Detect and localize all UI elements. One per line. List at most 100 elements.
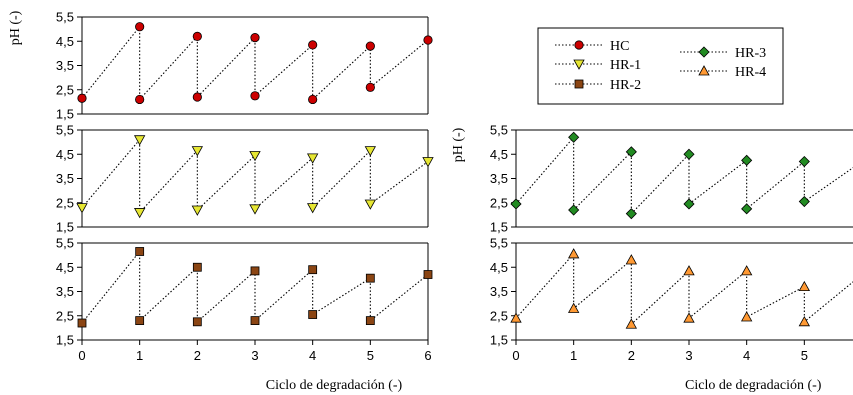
data-point (135, 22, 145, 32)
ytick-label: 4,5 (490, 260, 508, 275)
legend-marker (698, 65, 710, 76)
ytick-label: 1,5 (490, 333, 508, 348)
data-point (364, 199, 377, 210)
data-point (250, 266, 260, 276)
data-point (510, 312, 522, 323)
ytick-label: 5,5 (490, 123, 508, 138)
ytick-label: 2,5 (56, 195, 74, 210)
data-point (308, 265, 318, 275)
data-point (192, 317, 202, 327)
legend-label: HR-2 (610, 78, 641, 93)
legend-entry-HR-4: HR-4 (680, 65, 766, 80)
panel-4: 1,5 2,5 3,5 4,5 5,5 (490, 123, 853, 235)
data-point (308, 40, 318, 50)
data-point (422, 157, 434, 168)
data-point (249, 204, 261, 215)
ytick-label: 5,5 (490, 236, 508, 251)
xtick-label: 2 (628, 348, 635, 363)
xtick-label: 2 (194, 348, 201, 363)
legend-entry-HR-3: HR-3 (680, 46, 766, 61)
chart-panels: 1,52,53,54,55,51,52,53,54,55,51,52,53,54… (56, 10, 853, 363)
ylabel-right: pH (-) (451, 127, 466, 162)
ytick-label: 4,5 (490, 147, 508, 162)
data-point (683, 312, 695, 323)
data-point (423, 35, 433, 45)
xtick-label: 5 (367, 348, 374, 363)
series-line-HR-2 (81, 249, 429, 324)
data-point (192, 92, 202, 102)
data-point (625, 318, 638, 329)
ytick-label: 3,5 (56, 58, 74, 73)
panel-1: 1,5 2,5 3,5 4,5 5,5 (56, 10, 433, 122)
data-point (365, 82, 375, 92)
xtick-label: 3 (251, 348, 258, 363)
legend-entry-HR-1: HR-1 (555, 58, 641, 73)
data-point (365, 273, 375, 283)
ytick-label: 3,5 (490, 284, 508, 299)
legend-marker (574, 40, 584, 50)
series-line-HR-4 (515, 252, 853, 326)
data-point (250, 33, 260, 43)
data-point (740, 311, 753, 322)
legend-marker (573, 59, 585, 70)
ytick-label: 1,5 (490, 220, 508, 235)
xlabel-right: Ciclo de degradación (-) (685, 378, 822, 393)
ytick-label: 4,5 (56, 260, 74, 275)
panel-2: 1,5 2,5 3,5 4,5 5,5 (56, 123, 434, 235)
data-point (135, 247, 145, 256)
data-point (740, 265, 753, 276)
ytick-label: 5,5 (56, 10, 74, 25)
data-point (250, 316, 260, 326)
panel-5: 1,5 2,5 3,5 4,5 5,5 0 1 2 3 4 5 (490, 236, 853, 363)
data-point (625, 146, 637, 158)
data-point (365, 316, 375, 326)
xtick-label: 5 (801, 348, 808, 363)
data-point (683, 265, 695, 276)
data-point (798, 315, 811, 327)
legend-entry-HR-2: HR-2 (555, 78, 641, 93)
data-point (191, 205, 204, 216)
ytick-label: 5,5 (56, 236, 74, 251)
ytick-label: 5,5 (56, 123, 74, 138)
legend-entry-HC: HC (555, 39, 629, 54)
data-point (741, 154, 753, 166)
data-point (568, 131, 580, 143)
data-point (250, 91, 260, 101)
data-point (568, 204, 580, 216)
xtick-label: 4 (743, 348, 750, 363)
ytick-label: 1,5 (56, 107, 74, 122)
xtick-label: 1 (136, 348, 143, 363)
ylabel-left: pH (-) (8, 10, 23, 45)
ytick-label: 3,5 (56, 171, 74, 186)
data-point (135, 316, 145, 326)
data-point (798, 155, 810, 168)
data-point (306, 153, 319, 164)
legend-marker (698, 46, 710, 58)
ytick-label: 4,5 (56, 147, 74, 162)
data-point (76, 203, 88, 214)
data-point (135, 94, 145, 105)
ytick-label: 3,5 (490, 171, 508, 186)
data-point (683, 198, 695, 210)
data-point (510, 198, 522, 210)
data-point (364, 146, 377, 157)
data-point (798, 280, 811, 292)
legend-label: HR-3 (735, 46, 766, 61)
legend: HC HR-1 HR-2 HR-3 HR-4 (537, 27, 784, 105)
data-point (133, 135, 146, 146)
data-point (77, 318, 87, 328)
xtick-label: 4 (309, 348, 316, 363)
legend-items: HC HR-1 HR-2 HR-3 HR-4 (555, 39, 766, 93)
data-point (798, 195, 810, 208)
data-point (77, 93, 87, 103)
data-point (625, 208, 637, 220)
data-point (308, 94, 318, 105)
data-point (192, 31, 202, 42)
ytick-label: 1,5 (56, 220, 74, 235)
ytick-label: 1,5 (56, 333, 74, 348)
data-point (133, 208, 146, 219)
ytick-label: 3,5 (56, 284, 74, 299)
ytick-label: 4,5 (56, 34, 74, 49)
data-point (249, 151, 261, 162)
xtick-label: 1 (570, 348, 577, 363)
